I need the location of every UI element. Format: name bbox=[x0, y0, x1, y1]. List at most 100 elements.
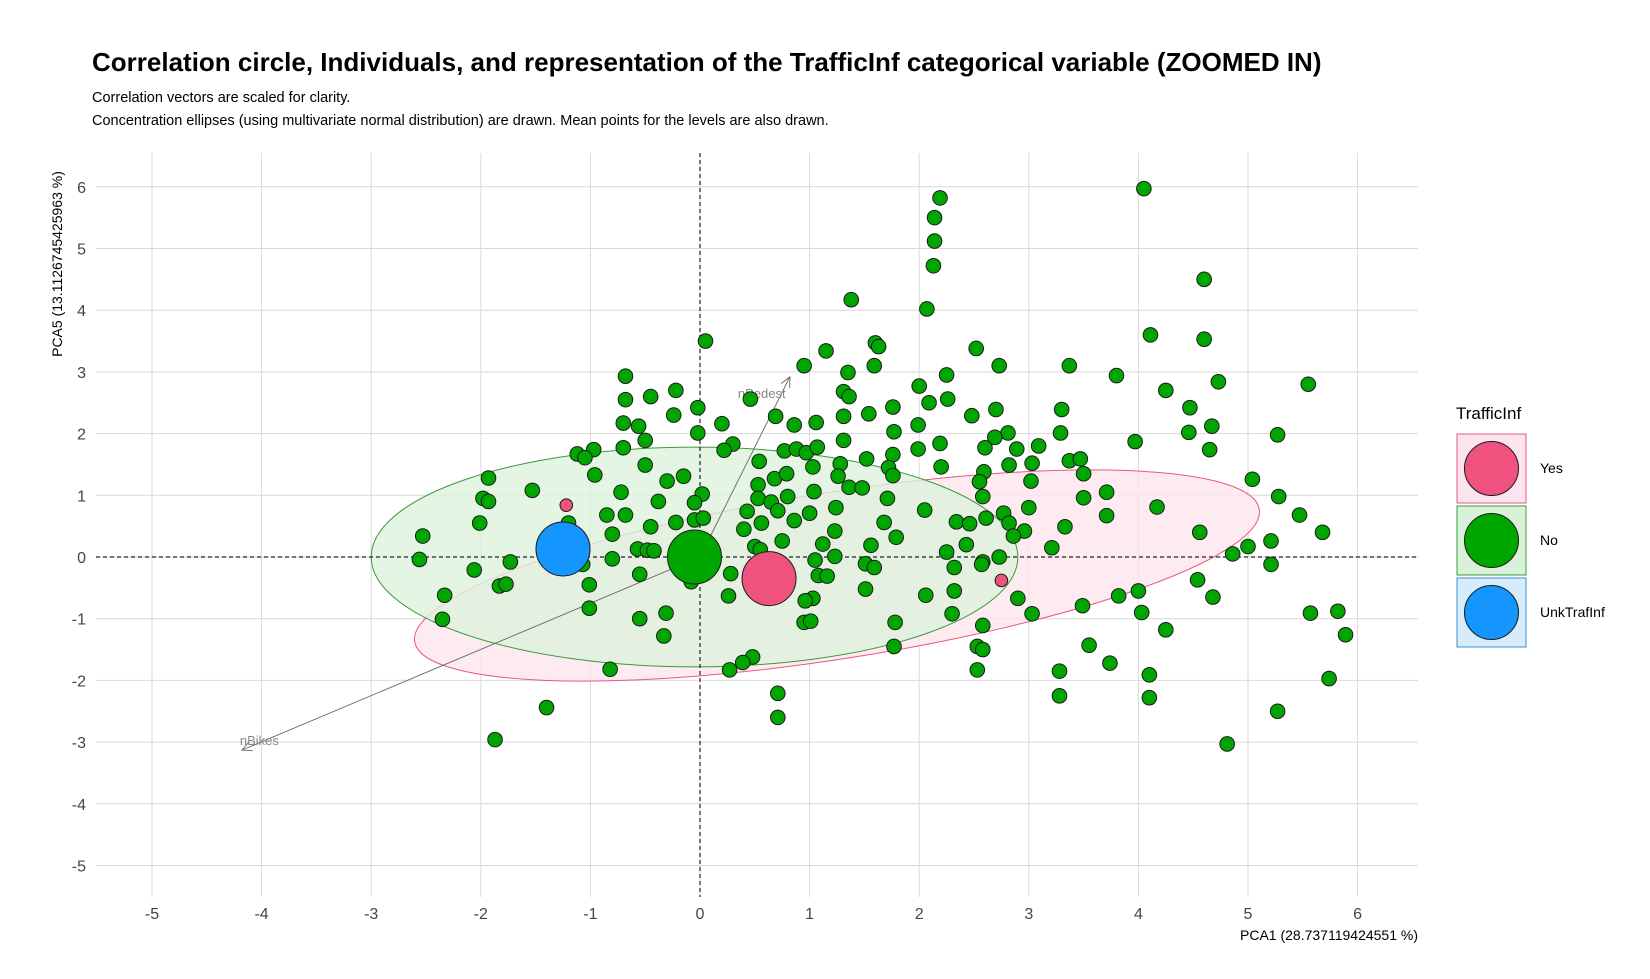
point-no-195 bbox=[581, 576, 598, 593]
point-no-216 bbox=[1330, 603, 1346, 620]
point-no-130 bbox=[1098, 507, 1115, 524]
point-no-164 bbox=[938, 544, 955, 560]
point-no-203 bbox=[1130, 583, 1147, 599]
legend-entry-unktrafinf: UnkTrafInf bbox=[1456, 577, 1605, 648]
point-no-143 bbox=[827, 523, 843, 539]
point-no-223 bbox=[886, 638, 902, 655]
point-no-51 bbox=[886, 423, 902, 440]
point-no-215 bbox=[1302, 605, 1319, 621]
point-no-241 bbox=[1269, 703, 1286, 720]
point-no-119 bbox=[1270, 488, 1287, 505]
point-no-231 bbox=[969, 662, 986, 678]
point-no-165 bbox=[958, 536, 975, 553]
point-no-34 bbox=[988, 401, 1004, 418]
point-no-5 bbox=[843, 291, 860, 308]
x-axis-ticks: -5 -4 -3 -2 -1 0 1 2 3 4 5 6 bbox=[145, 906, 1362, 923]
point-no-183 bbox=[722, 565, 739, 582]
point-no-26 bbox=[1300, 376, 1317, 393]
point-no-98 bbox=[806, 483, 822, 500]
point-no-172 bbox=[502, 554, 519, 570]
point-no-24 bbox=[642, 388, 659, 405]
point-no-142 bbox=[786, 512, 803, 529]
point-no-63 bbox=[615, 439, 632, 456]
point-no-218 bbox=[656, 628, 672, 644]
point-no-90 bbox=[1024, 455, 1040, 472]
point-no-70 bbox=[858, 451, 875, 467]
y-tick-label--3: -3 bbox=[72, 735, 86, 752]
point-no-192 bbox=[436, 587, 453, 604]
point-no-78 bbox=[1072, 451, 1089, 467]
point-no-76 bbox=[1030, 438, 1047, 454]
individual-points bbox=[411, 180, 1354, 752]
point-no-181 bbox=[631, 566, 648, 583]
point-no-22 bbox=[617, 368, 634, 385]
y-tick-label-2: 2 bbox=[77, 427, 86, 444]
point-no-234 bbox=[1141, 667, 1158, 683]
point-no-239 bbox=[538, 699, 555, 716]
point-no-99 bbox=[830, 468, 846, 484]
point-no-204 bbox=[1205, 589, 1221, 605]
mean-point-no bbox=[667, 529, 723, 585]
point-no-220 bbox=[974, 617, 991, 634]
point-no-167 bbox=[1044, 539, 1060, 556]
point-no-213 bbox=[1110, 588, 1127, 604]
point-no-44 bbox=[665, 407, 682, 423]
mean-point-unktrafinf bbox=[535, 521, 591, 577]
point-no-166 bbox=[1005, 528, 1022, 544]
point-no-54 bbox=[1052, 425, 1069, 441]
point-no-120 bbox=[480, 493, 497, 510]
point-no-94 bbox=[586, 467, 603, 483]
point-no-69 bbox=[835, 432, 852, 449]
chart-title: Correlation circle, Individuals, and rep… bbox=[92, 47, 1322, 77]
y-axis-ticks: -5 -4 -3 -2 -1 0 1 2 3 4 5 6 bbox=[72, 180, 86, 876]
vector-arrowhead-nbikes bbox=[240, 741, 253, 752]
point-no-7 bbox=[1196, 271, 1212, 288]
point-no-68 bbox=[809, 439, 826, 455]
point-no-80 bbox=[716, 442, 732, 459]
point-no-10 bbox=[697, 333, 714, 349]
point-no-179 bbox=[807, 552, 823, 568]
point-no-236 bbox=[770, 685, 786, 702]
point-no-168 bbox=[1224, 546, 1241, 562]
point-no-162 bbox=[863, 537, 879, 554]
point-no-75 bbox=[1008, 441, 1025, 457]
point-no-139 bbox=[695, 510, 712, 526]
point-no-6 bbox=[1136, 180, 1152, 197]
point-no-129 bbox=[1021, 499, 1037, 516]
point-no-4 bbox=[919, 301, 935, 317]
x-tick-label--1: -1 bbox=[583, 906, 597, 923]
point-no-104 bbox=[1244, 471, 1261, 488]
point-no-207 bbox=[658, 605, 674, 621]
point-no-41 bbox=[767, 408, 784, 425]
point-no-15 bbox=[1061, 357, 1078, 374]
point-no-17 bbox=[796, 357, 812, 374]
point-no-140 bbox=[736, 521, 752, 538]
point-no-116 bbox=[1075, 489, 1092, 506]
point-no-205 bbox=[581, 600, 598, 617]
point-no-9 bbox=[1196, 331, 1212, 347]
point-no-38 bbox=[860, 406, 877, 422]
point-no-60 bbox=[637, 432, 654, 449]
point-yes-0 bbox=[559, 498, 574, 512]
point-no-74 bbox=[977, 439, 993, 456]
point-no-150 bbox=[1057, 518, 1073, 535]
point-no-101 bbox=[885, 467, 901, 484]
y-tick-label--1: -1 bbox=[72, 612, 86, 629]
chart-subtitle-line-1: Correlation vectors are scaled for clari… bbox=[92, 90, 350, 106]
point-no-124 bbox=[770, 502, 786, 519]
point-no-29 bbox=[911, 378, 928, 394]
point-no-209 bbox=[802, 613, 819, 629]
point-no-59 bbox=[690, 425, 706, 441]
point-no-18 bbox=[866, 357, 883, 374]
point-no-206 bbox=[631, 610, 648, 627]
point-no-222 bbox=[1337, 626, 1354, 643]
point-no-40 bbox=[742, 391, 759, 407]
point-no-136 bbox=[642, 518, 659, 535]
x-tick-label--2: -2 bbox=[474, 906, 488, 923]
point-no-202 bbox=[1010, 590, 1026, 607]
point-no-199 bbox=[857, 581, 874, 597]
point-no-36 bbox=[1182, 399, 1198, 416]
point-no-157 bbox=[646, 543, 662, 559]
